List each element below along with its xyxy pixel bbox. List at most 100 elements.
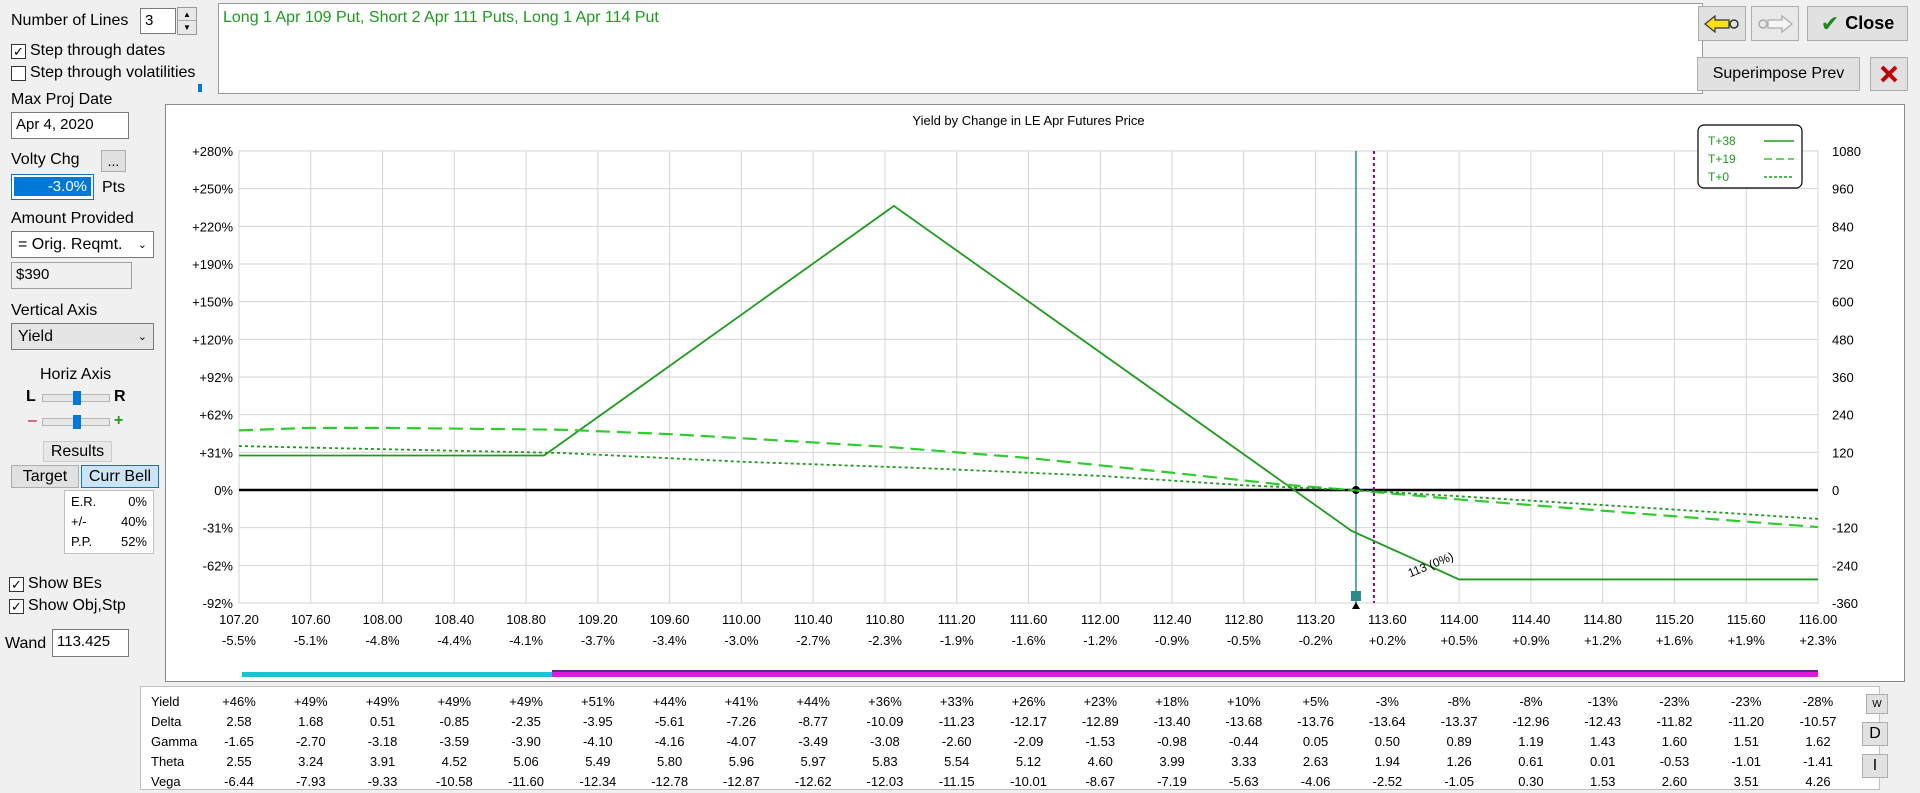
step-vols-checkbox[interactable]: Step through volatilities xyxy=(11,64,195,82)
spinner-down-icon[interactable]: ▼ xyxy=(183,23,191,32)
table-cell: 0.51 xyxy=(370,714,395,729)
range-bar-magenta xyxy=(552,670,1818,677)
x-pct-tick-label: +2.3% xyxy=(1799,633,1837,648)
table-cell: 5.96 xyxy=(729,754,754,769)
table-cell: 4.52 xyxy=(442,754,467,769)
greeks-table: Yield +46% +49% +49% +49% +49% +51% +44% +41% +44… xyxy=(140,686,1880,790)
x-pct-tick-label: -5.1% xyxy=(294,633,328,648)
x-tick-label: 112.40 xyxy=(1153,612,1192,627)
table-cell: -13.37 xyxy=(1441,714,1478,729)
table-cell: 0.61 xyxy=(1518,754,1543,769)
y-right-tick-label: 0 xyxy=(1832,483,1839,498)
table-cell: -11.23 xyxy=(939,714,975,729)
table-cell: -5.63 xyxy=(1229,774,1259,789)
max-proj-date-input[interactable]: Apr 4, 2020 xyxy=(11,112,129,139)
delete-button[interactable] xyxy=(1870,57,1908,91)
d-side-button[interactable]: D xyxy=(1862,722,1888,746)
amount-provided-value: = Orig. Reqmt. xyxy=(18,235,123,253)
x-tick-label: 111.20 xyxy=(938,612,976,627)
y-right-tick-label: 480 xyxy=(1832,332,1854,347)
x-pct-tick-label: -1.2% xyxy=(1083,633,1117,648)
vertical-axis-label: Vertical Axis xyxy=(11,302,98,319)
table-cell: -2.52 xyxy=(1373,774,1403,789)
x-pct-tick-label: +0.2% xyxy=(1369,633,1407,648)
back-button[interactable] xyxy=(1698,6,1746,41)
number-of-lines-spinner[interactable]: ▲ ▼ xyxy=(177,7,197,35)
table-cell: -11.60 xyxy=(508,774,544,789)
wand-input[interactable]: 113.425 xyxy=(52,629,129,657)
volty-chg-input[interactable]: -3.0% xyxy=(11,174,94,200)
spinner-up-icon[interactable]: ▲ xyxy=(178,8,196,21)
table-cell: -4.16 xyxy=(655,734,685,749)
table-cell: -3% xyxy=(1376,694,1400,709)
table-cell: -4.07 xyxy=(727,734,757,749)
table-cell: 2.58 xyxy=(226,714,251,729)
x-tick-label: 113.20 xyxy=(1296,612,1335,627)
forward-button[interactable] xyxy=(1751,6,1799,41)
y-left-tick-label: +120% xyxy=(192,332,233,347)
checkmark-icon: ✔ xyxy=(1820,10,1840,36)
cursor-marker[interactable] xyxy=(1350,591,1361,601)
table-cell: -7.19 xyxy=(1157,774,1187,789)
x-pct-tick-label: -3.0% xyxy=(724,633,758,648)
table-cell: -8.77 xyxy=(798,714,828,729)
show-bes-label: Show BEs xyxy=(28,575,102,592)
number-of-lines-input[interactable]: 3 xyxy=(140,8,176,34)
strategy-description[interactable]: Long 1 Apr 109 Put, Short 2 Apr 111 Puts… xyxy=(218,3,1703,94)
check-icon: ✓ xyxy=(9,576,24,592)
table-cell: -13.76 xyxy=(1297,714,1334,729)
table-cell: 1.19 xyxy=(1518,734,1543,749)
table-cell: -3.59 xyxy=(439,734,469,749)
show-bes-checkbox[interactable]: ✓ Show BEs xyxy=(9,575,102,593)
table-cell: 3.24 xyxy=(298,754,323,769)
yield-chart[interactable]: Yield by Change in LE Apr Futures Price 1… xyxy=(166,105,1904,681)
y-right-tick-label: 840 xyxy=(1832,219,1854,234)
table-cell: 1.26 xyxy=(1446,754,1471,769)
table-cell: +41% xyxy=(725,694,759,709)
table-cell: 5.83 xyxy=(872,754,897,769)
x-pct-tick-label: +0.9% xyxy=(1512,633,1550,648)
table-cell: 4.26 xyxy=(1805,774,1830,789)
amount-provided-select[interactable]: = Orig. Reqmt. ⌄ xyxy=(11,231,154,258)
i-side-button[interactable]: I xyxy=(1862,754,1888,778)
y-right-tick-label: 240 xyxy=(1832,408,1854,423)
chevron-down-icon: ⌄ xyxy=(137,331,147,343)
table-cell: 0.30 xyxy=(1518,774,1543,789)
vertical-axis-select[interactable]: Yield ⌄ xyxy=(11,323,154,350)
step-dates-checkbox[interactable]: ✓ Step through dates xyxy=(11,42,165,60)
table-cell: 5.97 xyxy=(801,754,826,769)
table-cell: -7.26 xyxy=(727,714,757,729)
x-tick-label: 110.00 xyxy=(722,612,761,627)
table-cell: 3.99 xyxy=(1159,754,1184,769)
step-dates-label: Step through dates xyxy=(30,42,166,59)
target-button[interactable]: Target xyxy=(11,465,79,488)
show-objstp-checkbox[interactable]: ✓ Show Obj,Stp xyxy=(9,597,126,615)
horiz-lr-slider[interactable] xyxy=(42,391,110,405)
result-pp: P.P. 52% xyxy=(71,533,147,549)
superimpose-prev-button[interactable]: Superimpose Prev xyxy=(1697,57,1860,91)
y-left-tick-label: +62% xyxy=(199,408,233,423)
table-cell: 1.53 xyxy=(1590,774,1615,789)
table-cell: 5.12 xyxy=(1016,754,1041,769)
volty-more-button[interactable]: ... xyxy=(101,150,126,172)
w-side-button[interactable]: W xyxy=(1866,694,1888,714)
table-cell: 5.54 xyxy=(944,754,969,769)
slider-thumb[interactable] xyxy=(73,415,81,429)
x-tick-label: 109.60 xyxy=(650,612,690,627)
table-cell: -3.49 xyxy=(798,734,828,749)
close-button[interactable]: ✔ Close xyxy=(1807,6,1908,41)
x-pct-tick-label: -5.5% xyxy=(222,633,256,648)
y-right-tick-label: 600 xyxy=(1832,295,1854,310)
resize-handle[interactable] xyxy=(188,84,212,96)
range-bar-purple xyxy=(552,670,1818,672)
x-pct-tick-label: -3.7% xyxy=(581,633,615,648)
slider-thumb[interactable] xyxy=(73,391,81,405)
x-tick-label: 111.60 xyxy=(1010,612,1048,627)
horiz-plus-label: + xyxy=(114,412,124,429)
table-cell: 0.50 xyxy=(1375,734,1400,749)
horiz-zoom-slider[interactable] xyxy=(42,415,110,429)
curr-bell-button[interactable]: Curr Bell xyxy=(81,465,159,488)
results-label: Results xyxy=(43,441,112,462)
unchecked-box-icon xyxy=(11,65,26,81)
table-cell: -2.60 xyxy=(942,734,972,749)
